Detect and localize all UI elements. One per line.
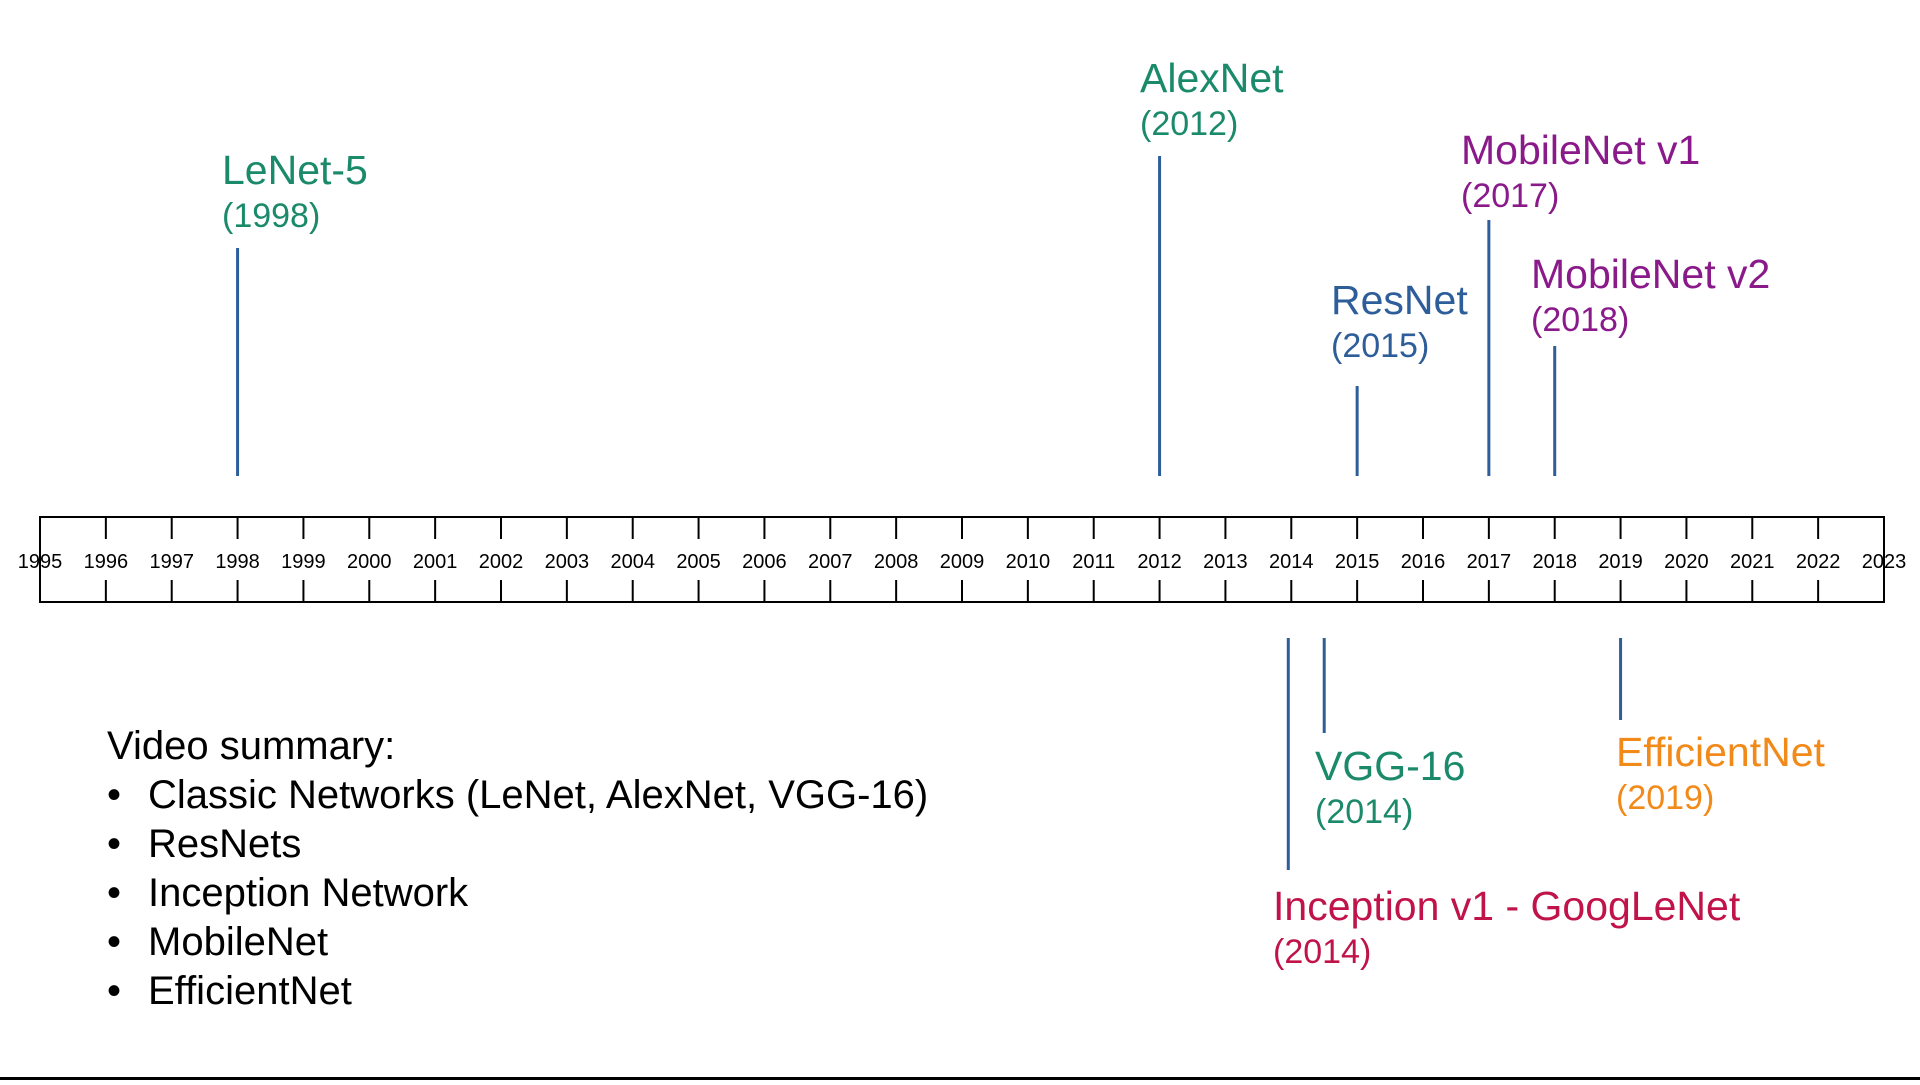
event-label-resnet: ResNet (2015) xyxy=(1331,277,1468,365)
bullet-icon: • xyxy=(107,920,122,964)
bullet-icon: • xyxy=(107,969,122,1013)
year-tick-label: 2020 xyxy=(1664,551,1709,573)
event-label-vgg-16: VGG-16 (2014) xyxy=(1315,743,1465,831)
summary-item: • ResNets xyxy=(107,820,928,869)
event-year: (2018) xyxy=(1531,301,1629,339)
year-tick-label: 2002 xyxy=(479,551,524,573)
year-tick-label: 2009 xyxy=(940,551,985,573)
event-name: Inception v1 - GoogLeNet xyxy=(1273,883,1741,929)
year-tick-label: 2011 xyxy=(1072,551,1115,573)
year-tick-label: 1995 xyxy=(18,551,63,573)
year-tick-label: 2013 xyxy=(1203,551,1248,573)
year-tick-label: 2019 xyxy=(1598,551,1643,573)
event-labels: LeNet-5 (1998) AlexNet (2012) ResNet (2015) Mo… xyxy=(222,55,1826,971)
year-tick-label: 1996 xyxy=(84,551,129,573)
year-tick-label: 2004 xyxy=(610,551,655,573)
event-name: MobileNet v1 xyxy=(1461,127,1700,173)
year-tick-label: 2008 xyxy=(874,551,919,573)
year-tick-label: 2012 xyxy=(1137,551,1182,573)
summary-list: • Classic Networks (LeNet, AlexNet, VGG-1… xyxy=(107,771,928,1016)
timeline-ticks xyxy=(104,517,1820,602)
event-year: (2017) xyxy=(1461,177,1559,215)
event-year: (2015) xyxy=(1331,327,1429,365)
year-tick-label: 2016 xyxy=(1401,551,1446,573)
event-label-mobilenet-v1: MobileNet v1 (2017) xyxy=(1461,127,1700,215)
year-tick-label: 2000 xyxy=(347,551,392,573)
event-name: VGG-16 xyxy=(1315,743,1465,789)
year-tick-label: 2003 xyxy=(545,551,590,573)
event-year: (2012) xyxy=(1140,105,1238,143)
year-tick-label: 2006 xyxy=(742,551,787,573)
year-tick-label: 2022 xyxy=(1796,551,1841,573)
year-tick-label: 2001 xyxy=(413,551,458,573)
summary-heading: Video summary: xyxy=(107,724,396,768)
year-tick-label: 2007 xyxy=(808,551,853,573)
bullet-icon: • xyxy=(107,773,122,817)
event-year: (2014) xyxy=(1273,933,1371,971)
year-tick-label: 2010 xyxy=(1006,551,1051,573)
event-label-lenet-5: LeNet-5 (1998) xyxy=(222,147,368,235)
event-name: ResNet xyxy=(1331,277,1468,323)
event-label-alexnet: AlexNet (2012) xyxy=(1140,55,1284,143)
event-name: AlexNet xyxy=(1140,55,1284,101)
year-tick-label: 2005 xyxy=(676,551,721,573)
event-year: (2014) xyxy=(1315,793,1413,831)
event-label-efficientnet: EfficientNet (2019) xyxy=(1616,729,1826,817)
summary-item: • MobileNet xyxy=(107,918,928,967)
year-tick-label: 1999 xyxy=(281,551,326,573)
summary-item: • Inception Network xyxy=(107,869,928,918)
bullet-icon: • xyxy=(107,871,122,915)
event-label-mobilenet-v2: MobileNet v2 (2018) xyxy=(1531,251,1770,339)
event-name: LeNet-5 xyxy=(222,147,368,193)
event-name: MobileNet v2 xyxy=(1531,251,1770,297)
year-tick-label: 2021 xyxy=(1730,551,1775,573)
year-tick-label: 1997 xyxy=(149,551,194,573)
year-tick-label: 2017 xyxy=(1467,551,1512,573)
year-tick-label: 2015 xyxy=(1335,551,1380,573)
year-tick-label: 1998 xyxy=(215,551,260,573)
summary-item: • EfficientNet xyxy=(107,967,928,1016)
year-tick-label: 2018 xyxy=(1532,551,1577,573)
event-year: (2019) xyxy=(1616,779,1714,817)
event-name: EfficientNet xyxy=(1616,729,1826,775)
year-tick-label: 2014 xyxy=(1269,551,1314,573)
bullet-icon: • xyxy=(107,822,122,866)
event-year: (1998) xyxy=(222,197,320,235)
video-summary: Video summary: • Classic Networks (LeNet,… xyxy=(107,722,928,1016)
timeline-year-labels: 1995 1996 1997 1998 1999 2000 2001 2002 2003 2004… xyxy=(18,551,1907,573)
summary-item: • Classic Networks (LeNet, AlexNet, VGG-1… xyxy=(107,771,928,820)
year-tick-label: 2023 xyxy=(1862,551,1907,573)
event-label-inception-v1-googlenet: Inception v1 - GoogLeNet (2014) xyxy=(1273,883,1741,971)
slide-bottom-border xyxy=(0,1077,1920,1080)
event-stems xyxy=(236,156,1623,870)
